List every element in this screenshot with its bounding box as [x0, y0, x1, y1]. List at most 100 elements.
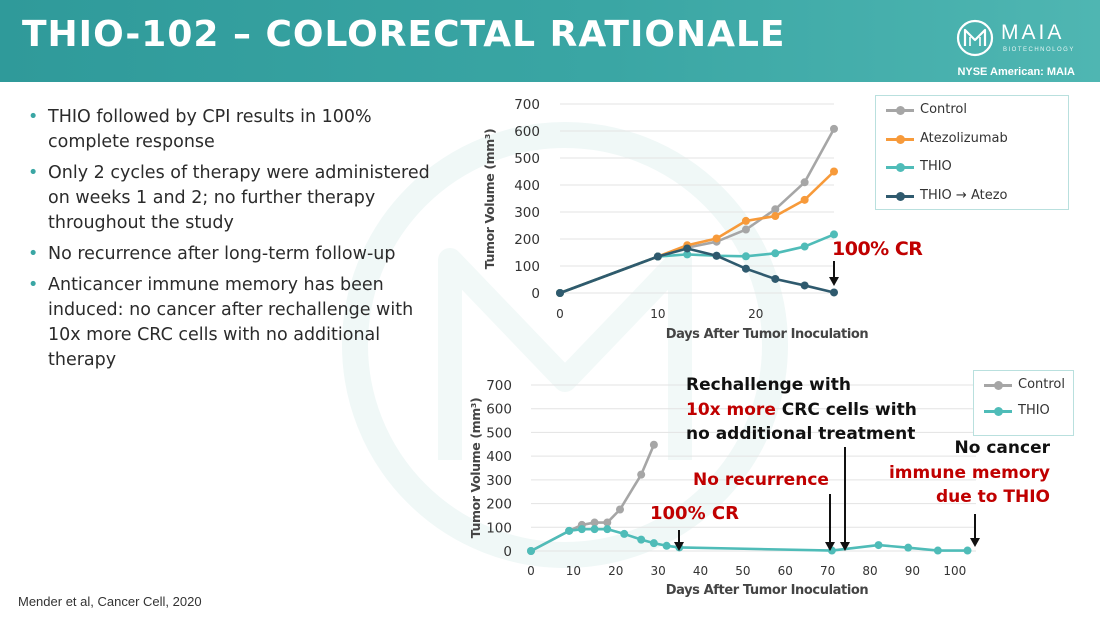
y-tick-label: 0: [531, 286, 540, 302]
arrow-top-cr-head: [829, 277, 839, 286]
legend-label: THIO: [920, 159, 952, 174]
data-point: [653, 252, 662, 261]
legend-marker: [896, 191, 905, 201]
maia-logo: MAIA BIOTECHNOLOGY NYSE American: MAIA: [955, 18, 1075, 78]
legend-item-control: Control: [974, 377, 1073, 403]
data-point: [712, 234, 721, 243]
data-point: [963, 546, 972, 555]
chart-2-legend: Control THIO: [973, 370, 1074, 436]
maia-logo-icon: [956, 19, 994, 57]
data-point: [874, 541, 883, 550]
data-point: [800, 242, 809, 251]
data-point: [771, 205, 780, 214]
legend-item-control: Control: [876, 102, 1068, 131]
data-point: [741, 264, 750, 273]
data-point: [616, 505, 624, 514]
rechallenge-line-3: no additional treatment: [686, 424, 916, 444]
data-point: [800, 281, 809, 290]
logo-subtitle: BIOTECHNOLOGY: [1003, 47, 1075, 53]
data-point: [830, 167, 838, 176]
rechallenge-line-1: Rechallenge with: [686, 375, 851, 395]
no-recurrence-label: No recurrence: [693, 470, 829, 490]
rechallenge-label: Rechallenge with 10x more CRC cells with…: [686, 373, 946, 447]
bullet-item: Only 2 cycles of therapy were administer…: [26, 161, 446, 236]
data-point: [527, 547, 535, 555]
y-tick-label: 700: [514, 97, 540, 113]
series-line-1: [559, 128, 836, 295]
data-point: [683, 244, 692, 253]
y-tick-label: 500: [514, 151, 540, 167]
data-point: [741, 216, 750, 225]
y-tick-label: 500: [486, 425, 512, 441]
citation: Mender et al, Cancer Cell, 2020: [18, 594, 202, 609]
x-tick-label: 30: [651, 564, 666, 578]
data-point: [590, 518, 599, 527]
x-tick-label: 20: [608, 564, 623, 578]
y-tick-label: 200: [514, 232, 540, 248]
y-tick-label: 0: [503, 544, 512, 560]
y-tick-label: 400: [486, 449, 512, 465]
bottom-chart-cr-label: 100% CR: [650, 503, 739, 524]
rechallenge-highlight: 10x more: [686, 399, 776, 420]
legend-marker: [896, 163, 905, 172]
data-point: [771, 212, 780, 221]
x-tick-label: 10: [566, 564, 581, 578]
data-point: [800, 195, 809, 204]
y-tick-label: 300: [486, 473, 512, 489]
series-line-1: [530, 444, 656, 553]
exchange-label: NYSE American: MAIA: [957, 66, 1075, 78]
chart-1: 0 100 200 300 400 500 600 700 0 10 20 Days After Tu…: [482, 97, 869, 342]
legend-label: THIO: [1018, 403, 1050, 418]
y-axis-label: Tumor Volume (mm³): [468, 398, 483, 539]
data-point: [830, 124, 838, 133]
x-tick-label: 80: [862, 564, 877, 578]
data-point: [741, 252, 750, 261]
x-tick-label: 60: [778, 564, 793, 578]
series-line-4: [559, 247, 835, 295]
immune-memory-line-2: due to THIO: [935, 487, 1050, 507]
rechallenge-line-2-text: CRC cells with: [775, 399, 917, 420]
y-tick-label: 400: [514, 178, 540, 194]
y-tick-label: 600: [514, 124, 540, 140]
data-point: [741, 225, 750, 234]
series-line-2: [559, 170, 835, 295]
data-point: [603, 518, 612, 527]
data-point: [830, 230, 838, 239]
data-point: [662, 541, 671, 550]
data-point: [637, 535, 646, 544]
legend-label: THIO → Atezo: [920, 187, 1008, 203]
data-point: [637, 470, 646, 479]
x-axis-label: Days After Tumor Inoculation: [666, 327, 869, 342]
bullet-list: THIO followed by CPI results in 100% com…: [26, 105, 446, 379]
header-band: THIO-102 – COLORECTAL RATIONALE MAIA BIO…: [0, 0, 1100, 82]
x-tick-label: 100: [943, 564, 966, 578]
no-cancer-label: No cancer immune memory due to THIO: [860, 436, 1050, 510]
data-point: [933, 546, 942, 555]
top-chart-cr-label: 100% CR: [832, 238, 923, 260]
x-tick-label: 70: [820, 564, 835, 578]
data-point: [590, 525, 599, 534]
data-point: [800, 178, 809, 187]
x-tick-label: 40: [693, 564, 708, 578]
data-point: [565, 526, 574, 535]
y-tick-label: 300: [514, 205, 540, 221]
legend-label: Control: [1018, 377, 1065, 392]
arrow-rechallenge-head: [840, 542, 850, 551]
rechallenge-line-2: 10x more CRC cells with: [686, 398, 946, 423]
logo-name: MAIA: [1001, 21, 1065, 44]
data-point: [712, 251, 721, 260]
chart-2: 0 100 200 300 400 500 600 700 0 10 20 30 40 50 60 70 80 9…: [468, 378, 976, 598]
x-tick-label: 90: [905, 564, 920, 578]
y-axis-label: Tumor Volume (mm³): [482, 129, 497, 270]
legend-marker: [994, 407, 1003, 416]
data-point: [830, 288, 838, 297]
legend-label: Atezolizumab: [920, 130, 1008, 146]
arrow-immune-memory-head: [970, 538, 980, 547]
legend-marker: [896, 134, 905, 144]
legend-marker: [896, 106, 905, 115]
data-point: [771, 274, 780, 283]
data-point: [904, 543, 913, 552]
x-tick-label: 50: [735, 564, 750, 578]
x-tick-label: 20: [748, 307, 763, 321]
chart-1-legend: Control Atezolizumab THIO THIO → Atezo: [875, 95, 1069, 210]
